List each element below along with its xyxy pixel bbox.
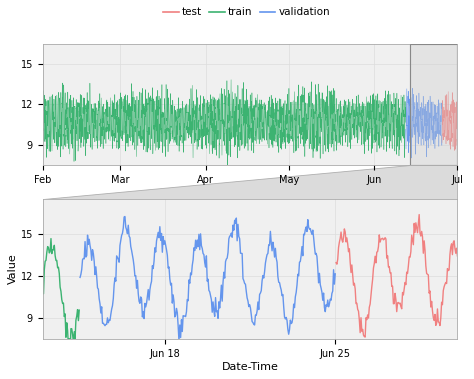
Legend: test, train, validation: test, train, validation [159, 3, 334, 22]
Y-axis label: Value: Value [8, 254, 18, 285]
Bar [410, 44, 457, 165]
Bar [410, 44, 457, 165]
X-axis label: Date-Time: Date-Time [222, 362, 278, 372]
